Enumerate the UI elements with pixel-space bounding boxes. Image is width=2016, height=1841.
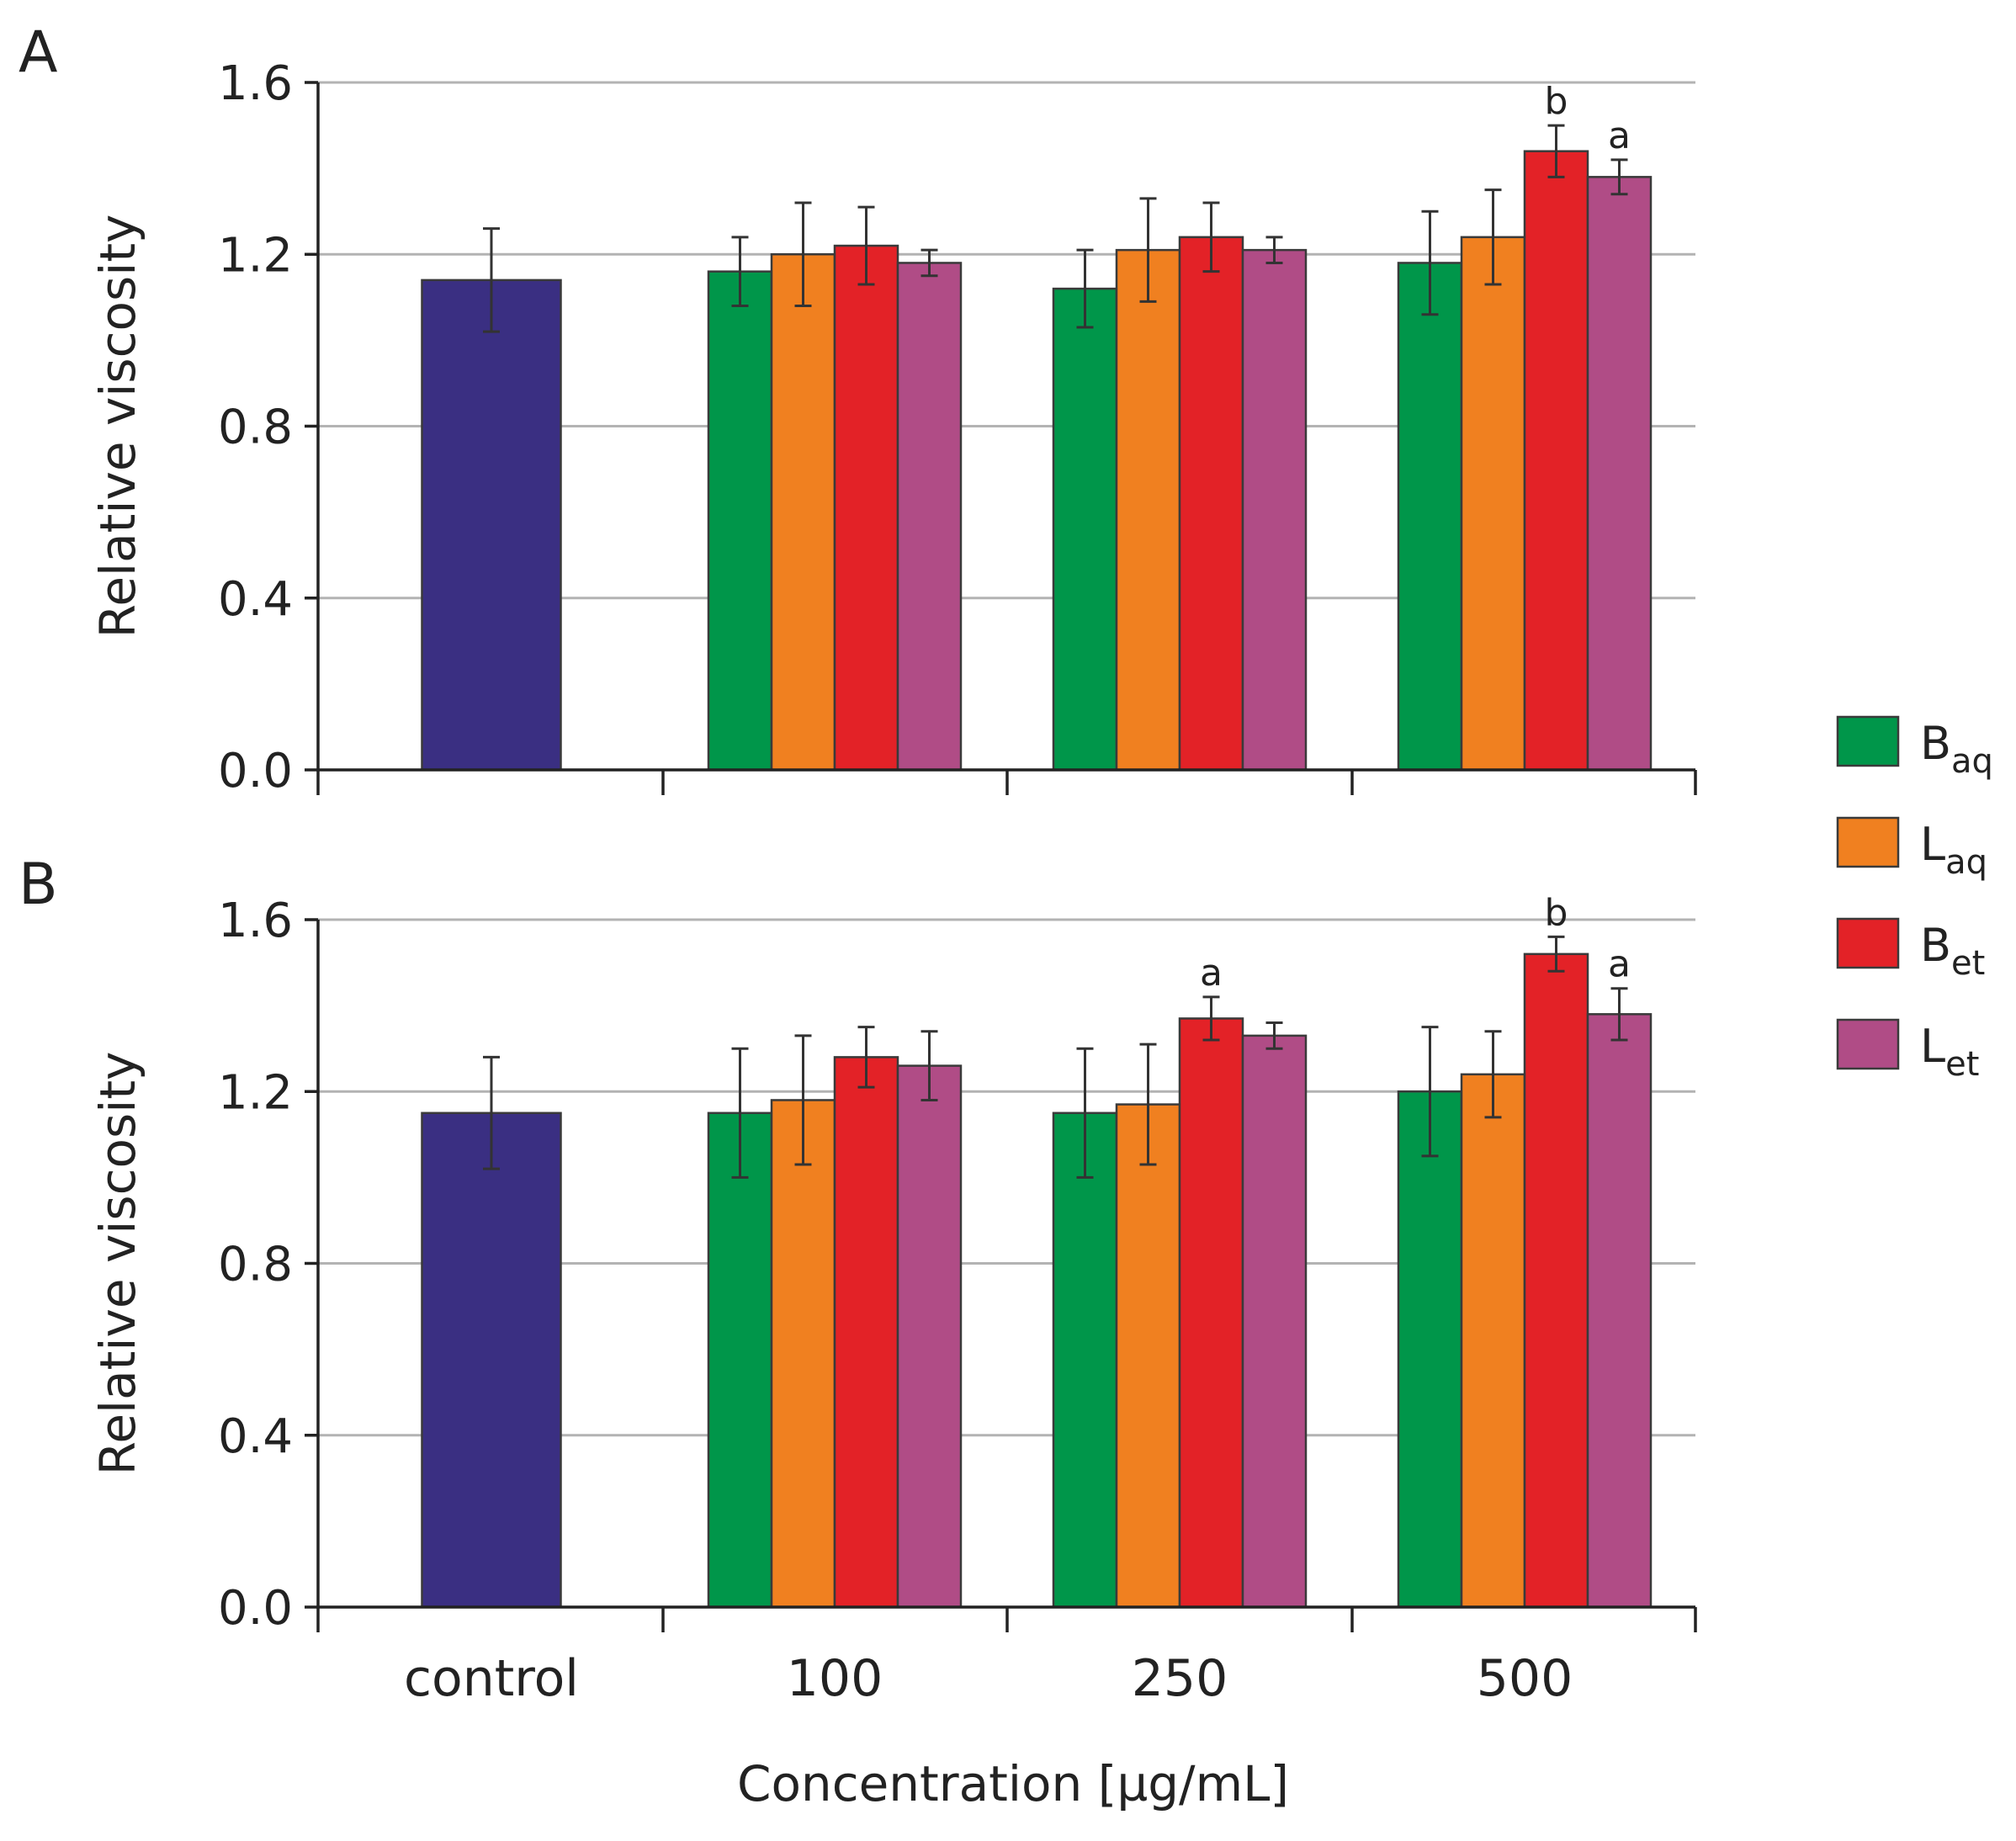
panel-a-errorbar-baq-250: [1076, 248, 1094, 329]
xlabel: Concentration [µg/mL]: [737, 1755, 1289, 1812]
panel-b-bar-bet-500: [1523, 952, 1589, 1609]
panel-a-bar-laq-100: [770, 253, 836, 772]
panel-a-bar-bet-250: [1178, 236, 1244, 772]
panel-a-bar-let-500: [1586, 176, 1653, 772]
panel-b-errorbar-baq-500: [1421, 1026, 1439, 1158]
panel-b-bar-bet-250: [1178, 1017, 1244, 1609]
legend-swatch-let: [1836, 1018, 1900, 1070]
panel-b-bar-laq-250: [1115, 1103, 1181, 1609]
panel-b-errorbar-laq-250: [1139, 1043, 1157, 1166]
panel-a-bar-baq-100: [707, 270, 773, 772]
panel-b-ytick-label: 0.0: [218, 1581, 293, 1636]
panel-b-bar-control: [421, 1111, 562, 1609]
panel-a-errorbar-baq-100: [731, 236, 749, 308]
legend-swatch-laq: [1836, 816, 1900, 868]
xtick-label-control: control: [404, 1649, 579, 1708]
panel-a-bar-laq-250: [1115, 248, 1181, 772]
panel-b-errorbar-let-100: [920, 1030, 938, 1101]
panel-b-bar-let-250: [1241, 1034, 1308, 1609]
panel-b-errorbar-baq-100: [731, 1047, 749, 1179]
panel-b-bar-laq-100: [770, 1099, 836, 1609]
panel-a-errorbar-let-500: [1610, 158, 1628, 196]
panel-a-errorbar-bet-250: [1202, 201, 1220, 273]
panel-b-sig-label-bet-500: b: [1545, 891, 1568, 934]
panel-a-bar-baq-250: [1052, 287, 1118, 772]
panel-b-ytick-label: 1.2: [218, 1065, 293, 1120]
panel-a-sig-label-let-500: a: [1608, 114, 1631, 157]
panel-a-errorbar-let-250: [1265, 236, 1283, 264]
panel-b-bar-let-100: [896, 1064, 963, 1609]
panel-b-ytick-label: 1.6: [218, 894, 293, 948]
legend-label-let: Let: [1920, 1020, 1979, 1084]
panel-a-label: A: [19, 19, 58, 86]
panel-b-errorbar-bet-500: [1547, 935, 1565, 973]
panel-b-bar-baq-250: [1052, 1111, 1118, 1609]
panel-a-bar-baq-500: [1397, 262, 1463, 772]
panel-a-errorbar-laq-100: [794, 201, 812, 308]
panel-a-errorbar-control: [483, 227, 500, 333]
panel-a-sig-label-bet-500: b: [1545, 80, 1568, 123]
panel-b-bar-laq-500: [1460, 1073, 1526, 1609]
panel-a-errorbar-bet-500: [1547, 124, 1565, 178]
panel-a-errorbar-laq-250: [1139, 197, 1157, 303]
panel-b-ytick-label: 0.8: [218, 1238, 293, 1292]
panel-b-ylabel: Relative viscosity: [89, 1052, 146, 1476]
xtick-label-250: 250: [1132, 1649, 1228, 1708]
panel-b-sig-label-bet-250: a: [1200, 952, 1223, 995]
panel-a-ytick-label: 0.0: [218, 744, 293, 798]
panel-b-bar-bet-100: [833, 1056, 899, 1609]
panel-b-errorbar-control: [483, 1055, 500, 1170]
legend-label-bet: Bet: [1920, 919, 1985, 983]
panel-a-bar-let-100: [896, 262, 963, 772]
panel-b-errorbar-bet-100: [857, 1026, 875, 1089]
legend-label-laq: Laq: [1920, 818, 1987, 882]
panel-a-ytick-label: 0.8: [218, 401, 293, 455]
panel-b-errorbar-laq-500: [1484, 1030, 1502, 1119]
panel-a-bar-bet-100: [833, 244, 899, 772]
panel-b-errorbar-baq-250: [1076, 1047, 1094, 1179]
panel-b-bar-baq-500: [1397, 1090, 1463, 1609]
xtick-label-100: 100: [787, 1649, 883, 1708]
panel-b-bar-baq-100: [707, 1111, 773, 1609]
panel-b-sig-label-let-500: a: [1608, 943, 1631, 986]
panel-a-ylabel: Relative viscosity: [89, 215, 146, 639]
xtick-label-500: 500: [1477, 1649, 1573, 1708]
legend-swatch-baq: [1836, 715, 1900, 767]
legend-label-baq: Baq: [1920, 717, 1993, 781]
panel-b-errorbar-laq-100: [794, 1034, 812, 1166]
panel-a-bar-let-250: [1241, 248, 1308, 772]
panel-a-errorbar-let-100: [920, 248, 938, 278]
panel-a-ytick-label: 0.4: [218, 572, 293, 627]
panel-b-errorbar-bet-250: [1202, 995, 1220, 1042]
panel-a-bar-control: [421, 279, 562, 772]
panel-a-errorbar-bet-100: [857, 205, 875, 286]
panel-a-errorbar-laq-500: [1484, 188, 1502, 286]
panel-a-ytick-label: 1.2: [218, 228, 293, 283]
panel-a-bar-laq-500: [1460, 236, 1526, 772]
panel-b-errorbar-let-500: [1610, 987, 1628, 1042]
panel-b-bar-let-500: [1586, 1013, 1653, 1609]
panel-b-errorbar-let-250: [1265, 1021, 1283, 1050]
panel-b-ytick-label: 0.4: [218, 1409, 293, 1464]
legend-swatch-bet: [1836, 917, 1900, 969]
panel-a-bar-bet-500: [1523, 150, 1589, 772]
panel-b-label: B: [19, 852, 58, 918]
panel-a-errorbar-baq-500: [1421, 210, 1439, 316]
panel-a-ytick-label: 1.6: [218, 56, 293, 111]
